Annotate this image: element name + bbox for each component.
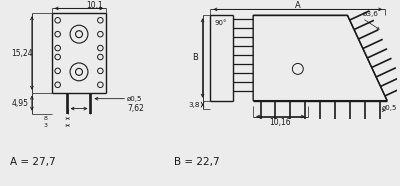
Text: 15,24: 15,24: [11, 49, 33, 57]
Text: 10,16: 10,16: [269, 118, 291, 127]
Text: 7,62: 7,62: [127, 104, 144, 113]
Polygon shape: [253, 15, 387, 101]
Circle shape: [76, 31, 82, 38]
Circle shape: [55, 68, 60, 74]
Circle shape: [98, 68, 103, 74]
Circle shape: [98, 54, 103, 60]
Text: 10,1: 10,1: [86, 1, 103, 10]
Text: 8: 8: [44, 116, 48, 121]
Text: 3,8: 3,8: [189, 102, 200, 108]
Circle shape: [292, 63, 303, 74]
Text: A = 27,7: A = 27,7: [10, 157, 56, 167]
Text: 3: 3: [44, 123, 48, 128]
Circle shape: [70, 63, 88, 81]
Circle shape: [70, 25, 88, 43]
Circle shape: [98, 82, 103, 88]
Circle shape: [55, 31, 60, 37]
Text: ø0,5: ø0,5: [382, 105, 398, 111]
Circle shape: [98, 45, 103, 51]
Circle shape: [98, 17, 103, 23]
Circle shape: [55, 82, 60, 88]
Text: 4,95: 4,95: [12, 99, 28, 108]
Text: 90°: 90°: [214, 20, 227, 26]
Text: ø3,6: ø3,6: [362, 11, 378, 17]
Text: ø0,5: ø0,5: [127, 96, 142, 102]
Circle shape: [98, 31, 103, 37]
Circle shape: [55, 17, 60, 23]
Circle shape: [55, 54, 60, 60]
Circle shape: [55, 45, 60, 51]
Text: B: B: [192, 54, 198, 62]
Text: A: A: [295, 1, 301, 10]
Circle shape: [76, 68, 82, 75]
Text: B = 22,7: B = 22,7: [174, 157, 220, 167]
